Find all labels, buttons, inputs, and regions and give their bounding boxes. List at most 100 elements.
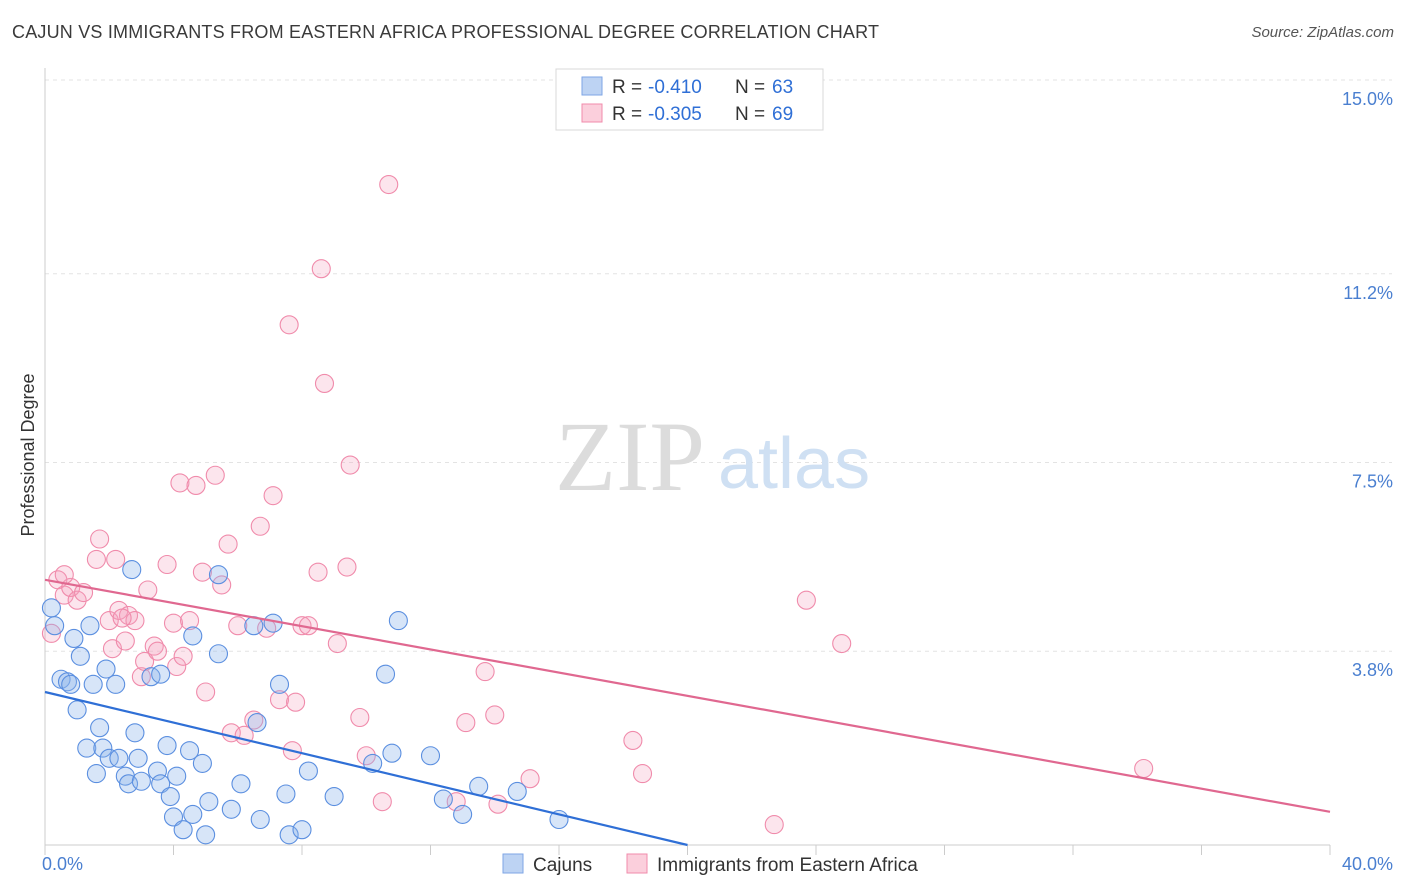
watermark-zip: ZIP (555, 401, 705, 512)
cajuns-point (64, 628, 84, 649)
eastern-africa-point (163, 613, 184, 633)
cajuns-trendline (44, 690, 688, 847)
eastern-africa-point (212, 575, 232, 595)
cajuns-point (67, 700, 87, 720)
trendlines (44, 578, 1331, 847)
cajuns-point (298, 761, 318, 781)
legend-r-label-eastern-africa: R = (612, 104, 642, 125)
cajuns-point (151, 774, 171, 794)
eastern-africa-point (623, 730, 643, 751)
eastern-africa-point (244, 710, 264, 730)
eastern-africa-point (41, 623, 61, 643)
legend-n-value-eastern-africa: 69 (772, 104, 793, 125)
eastern-africa-point (250, 516, 270, 536)
eastern-africa-point (311, 259, 331, 279)
eastern-africa-point (228, 616, 248, 636)
eastern-africa-point (340, 455, 360, 475)
eastern-africa-point (796, 590, 816, 610)
cajuns-point (382, 743, 402, 763)
cajuns-point (453, 804, 473, 824)
eastern-africa-point (144, 636, 164, 656)
cajuns-point (128, 748, 148, 768)
legend-n-label-eastern-africa: N = (735, 104, 765, 125)
eastern-africa-point (67, 590, 87, 610)
eastern-africa-point (475, 662, 495, 682)
legend-swatch-eastern-africa (581, 103, 603, 123)
cajuns-point (247, 713, 267, 733)
eastern-africa-point (131, 667, 151, 687)
cajuns-point (208, 644, 229, 664)
cajuns-point (109, 748, 129, 768)
watermark: ZIP atlas (555, 401, 870, 512)
eastern-africa-point (86, 549, 106, 569)
cajuns-point (147, 761, 167, 781)
eastern-africa-point (170, 473, 190, 493)
cajuns-point (41, 598, 61, 618)
watermark-atlas: atlas (718, 424, 870, 504)
eastern-africa-point (218, 534, 238, 554)
series-legend-swatch-cajuns (502, 853, 524, 874)
legend-n-label-cajuns: N = (735, 77, 765, 98)
cajuns-point (61, 674, 81, 694)
cajuns-point (183, 804, 203, 824)
eastern-africa-point (54, 565, 74, 585)
cajuns-point (90, 718, 110, 738)
cajuns-point (292, 820, 312, 840)
eastern-africa-point (106, 549, 126, 569)
eastern-africa-point (456, 713, 476, 733)
y-tick-label: 7.5% (1352, 472, 1393, 492)
cajuns-point (160, 786, 180, 807)
cajuns-point (86, 764, 106, 784)
cajuns-point (70, 646, 90, 666)
y-tick-label: 11.2% (1343, 283, 1393, 303)
series-eastern-africa (41, 175, 1154, 835)
cajuns-point (180, 741, 200, 761)
cajuns-point (151, 664, 171, 684)
cajuns-point (96, 659, 116, 679)
cajuns-point (276, 784, 296, 804)
cajuns-point (163, 807, 184, 827)
cajuns-point (80, 616, 100, 636)
eastern-africa-point (356, 746, 376, 766)
eastern-africa-point (90, 529, 110, 549)
cajuns-point (45, 616, 65, 636)
gridlines (45, 79, 1392, 652)
y-tick-label: 15.0% (1342, 89, 1393, 109)
y-tick-labels: 3.8% 7.5% 11.2% 15.0% (1342, 89, 1393, 680)
y-tick-label: 3.8% (1352, 660, 1393, 680)
eastern-africa-point (205, 465, 225, 485)
cajuns-point (199, 792, 219, 812)
eastern-africa-point (350, 707, 370, 728)
legend-r-value-eastern-africa: -0.305 (648, 104, 702, 125)
cajuns-point (106, 674, 126, 694)
cajuns-point (192, 753, 212, 773)
cajuns-point (167, 766, 187, 786)
cajuns-point (279, 825, 299, 845)
eastern-africa-trendline (44, 578, 1331, 813)
eastern-africa-point (157, 554, 177, 575)
cajuns-point (125, 723, 145, 743)
cajuns-point (93, 738, 113, 758)
legend-r-value-cajuns: -0.410 (648, 77, 702, 98)
chart-title: CAJUN VS IMMIGRANTS FROM EASTERN AFRICA … (12, 22, 880, 42)
cajuns-point (507, 781, 527, 802)
eastern-africa-point (196, 682, 216, 702)
eastern-africa-point (147, 641, 167, 661)
eastern-africa-point (115, 631, 135, 651)
cajuns-point (433, 789, 453, 809)
eastern-africa-point (263, 486, 283, 506)
series-legend-swatch-eastern-africa (626, 853, 648, 874)
eastern-africa-point (520, 769, 540, 789)
eastern-africa-point (186, 475, 206, 496)
legend-r-label-cajuns: R = (612, 77, 642, 98)
eastern-africa-point (1134, 758, 1154, 779)
cajuns-point (57, 672, 78, 692)
eastern-africa-point (192, 562, 212, 582)
cajuns-point (77, 738, 97, 758)
x-tick-label-min: 0.0% (42, 854, 83, 874)
cajuns-point (420, 746, 441, 766)
eastern-africa-point (832, 633, 852, 654)
eastern-africa-point (764, 815, 784, 835)
cajuns-point (157, 735, 177, 756)
